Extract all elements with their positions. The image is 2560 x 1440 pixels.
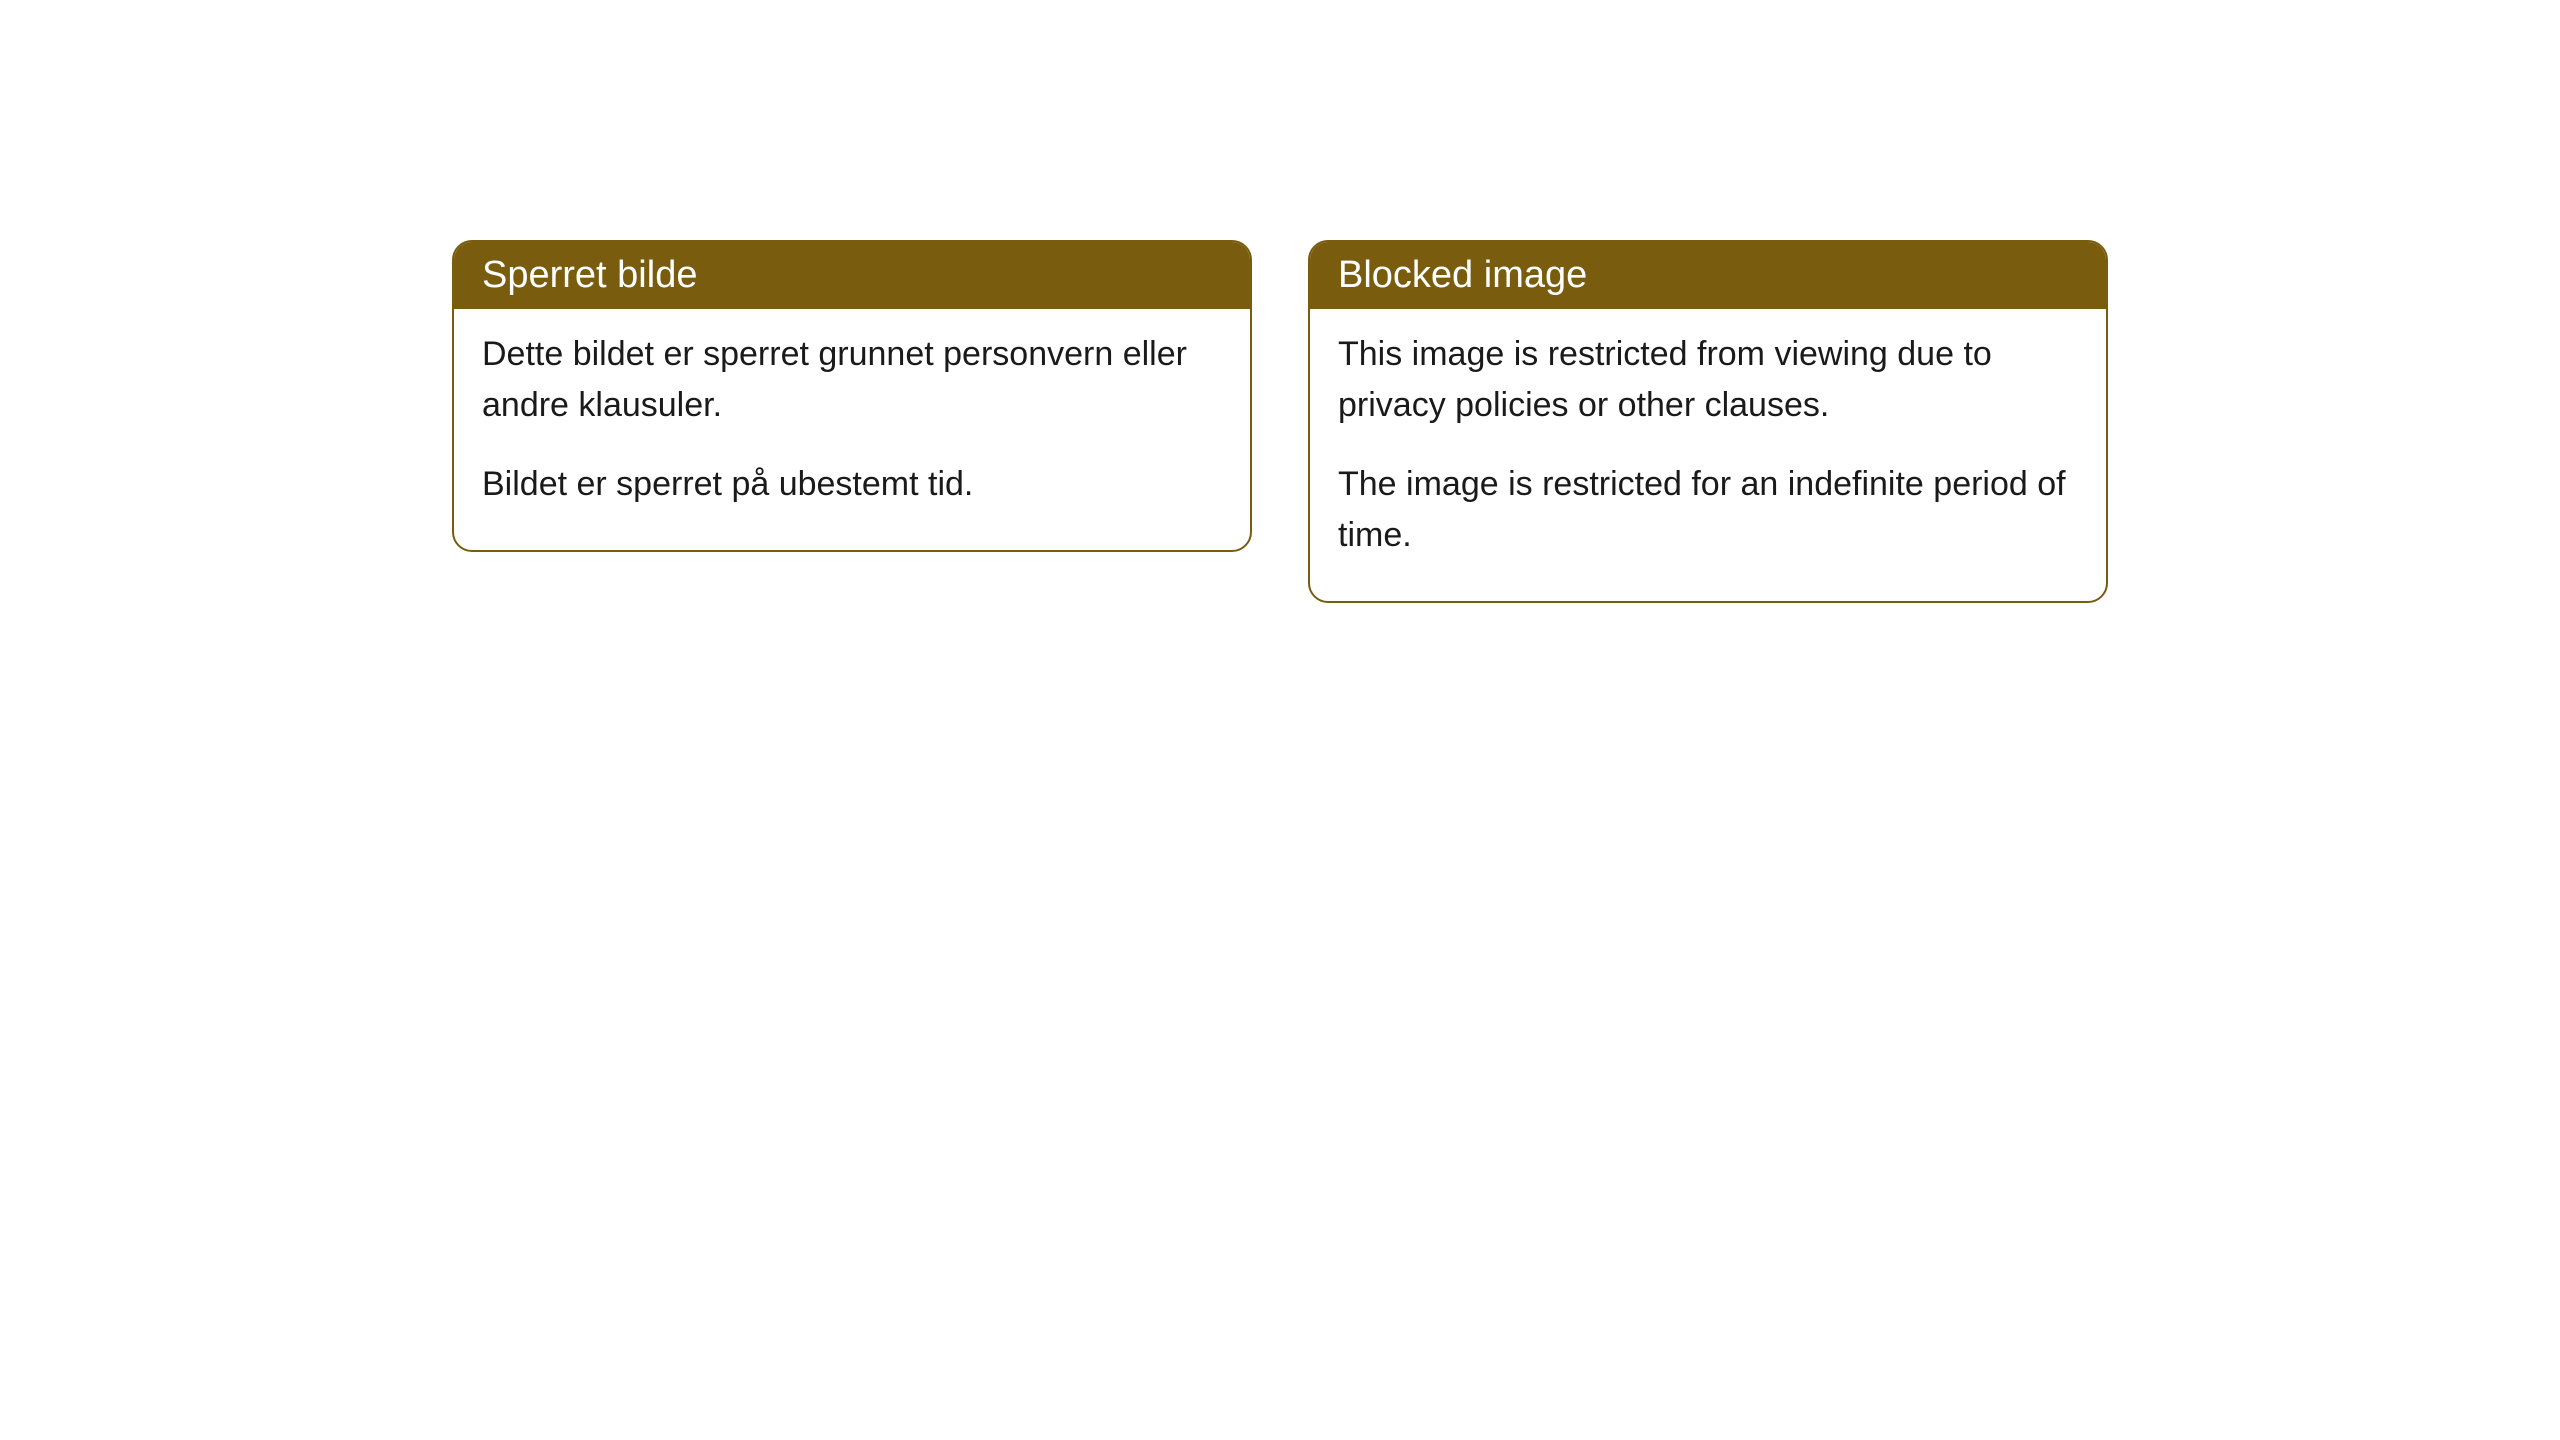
card-paragraph: This image is restricted from viewing du… xyxy=(1338,329,2078,431)
card-header-english: Blocked image xyxy=(1310,242,2106,309)
cards-container: Sperret bilde Dette bildet er sperret gr… xyxy=(452,240,2108,1440)
card-body-english: This image is restricted from viewing du… xyxy=(1310,309,2106,601)
card-paragraph: The image is restricted for an indefinit… xyxy=(1338,459,2078,561)
card-paragraph: Dette bildet er sperret grunnet personve… xyxy=(482,329,1222,431)
notice-card-english: Blocked image This image is restricted f… xyxy=(1308,240,2108,603)
notice-card-norwegian: Sperret bilde Dette bildet er sperret gr… xyxy=(452,240,1252,552)
card-body-norwegian: Dette bildet er sperret grunnet personve… xyxy=(454,309,1250,550)
card-header-norwegian: Sperret bilde xyxy=(454,242,1250,309)
card-paragraph: Bildet er sperret på ubestemt tid. xyxy=(482,459,1222,510)
